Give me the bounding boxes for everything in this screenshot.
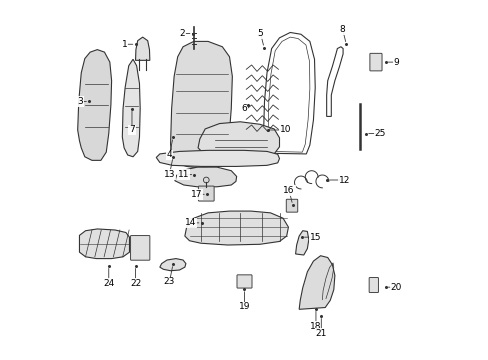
FancyBboxPatch shape [130,235,149,260]
Polygon shape [184,211,288,245]
Text: 22: 22 [130,279,141,288]
FancyBboxPatch shape [368,278,378,293]
Text: 3: 3 [77,97,83,106]
Text: 4: 4 [166,150,172,159]
Text: 9: 9 [393,58,398,67]
Text: 23: 23 [163,277,175,286]
Text: 12: 12 [338,176,349,185]
Text: 7: 7 [129,126,135,135]
Circle shape [203,177,209,183]
Polygon shape [170,41,232,168]
Text: 18: 18 [309,322,321,331]
Text: 16: 16 [283,186,294,195]
Text: 19: 19 [238,302,250,311]
Polygon shape [156,150,279,166]
Text: 24: 24 [103,279,114,288]
Text: 21: 21 [315,329,326,338]
Polygon shape [160,258,185,271]
FancyBboxPatch shape [198,186,214,201]
Text: 5: 5 [257,29,263,38]
Text: 13: 13 [163,170,175,179]
Text: 11: 11 [178,170,189,179]
Text: 17: 17 [190,190,202,199]
Text: 2: 2 [179,29,184,38]
Text: 15: 15 [309,233,321,242]
FancyBboxPatch shape [285,199,297,212]
Text: 8: 8 [339,26,345,35]
Polygon shape [295,231,308,255]
Polygon shape [78,50,111,160]
Text: 10: 10 [279,126,291,135]
Polygon shape [175,167,236,187]
Polygon shape [299,256,334,309]
Polygon shape [80,229,129,258]
FancyBboxPatch shape [237,275,251,288]
Polygon shape [135,37,149,60]
Text: 20: 20 [390,283,401,292]
Text: 1: 1 [122,40,127,49]
Polygon shape [198,122,279,160]
Text: 25: 25 [374,129,385,138]
Text: 14: 14 [185,219,196,228]
Polygon shape [122,59,140,157]
Text: 6: 6 [241,104,247,113]
FancyBboxPatch shape [369,53,381,71]
